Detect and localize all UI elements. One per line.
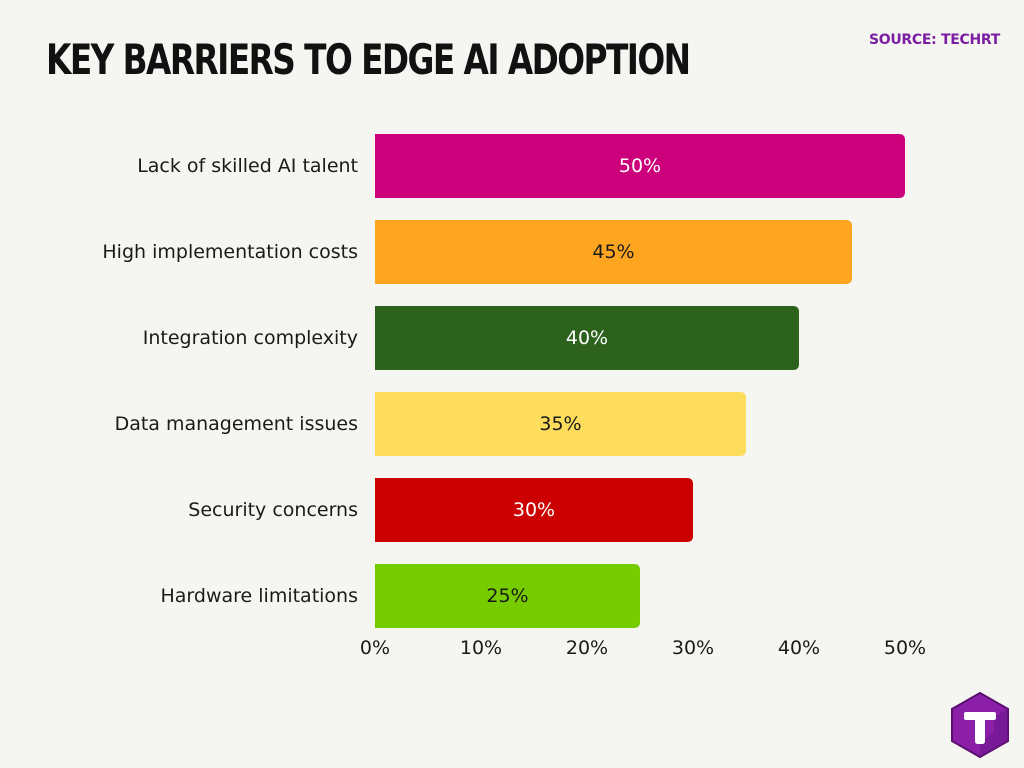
bar <box>375 306 799 370</box>
x-axis-ticks: 0% 10% 20% 30% 40% 50% <box>360 637 926 659</box>
bars <box>375 134 905 628</box>
bar <box>375 134 905 198</box>
bar-value-label: 50% <box>619 155 661 177</box>
logo-letter-t <box>964 712 996 744</box>
bar <box>375 564 640 628</box>
category-label: High implementation costs <box>102 241 358 263</box>
category-label: Hardware limitations <box>160 585 358 607</box>
source-label: SOURCE: TECHRT <box>868 32 1000 48</box>
techrt-t-logo-icon <box>951 692 1009 758</box>
bar-value-label: 40% <box>566 327 608 349</box>
bar <box>375 478 693 542</box>
bar <box>375 220 852 284</box>
x-tick-label: 20% <box>566 637 608 659</box>
bar-value-labels: 50% 45% 40% 35% 30% 25% <box>486 155 661 607</box>
x-tick-label: 40% <box>778 637 820 659</box>
category-label: Lack of skilled AI talent <box>137 155 358 177</box>
chart-title: KEY BARRIERS TO EDGE AI ADOPTION <box>46 35 691 84</box>
category-label: Security concerns <box>188 499 358 521</box>
bar-value-label: 30% <box>513 499 555 521</box>
bar-value-label: 45% <box>592 241 634 263</box>
logo-hexagon-shade <box>980 709 1008 757</box>
bar <box>375 392 746 456</box>
bar-value-label: 35% <box>539 413 581 435</box>
category-label: Integration complexity <box>143 327 358 349</box>
category-labels: Lack of skilled AI talent High implementa… <box>102 155 358 607</box>
x-tick-label: 0% <box>360 637 390 659</box>
x-tick-label: 10% <box>460 637 502 659</box>
bar-value-label: 25% <box>486 585 528 607</box>
x-tick-label: 30% <box>672 637 714 659</box>
x-tick-label: 50% <box>884 637 926 659</box>
category-label: Data management issues <box>115 413 358 435</box>
